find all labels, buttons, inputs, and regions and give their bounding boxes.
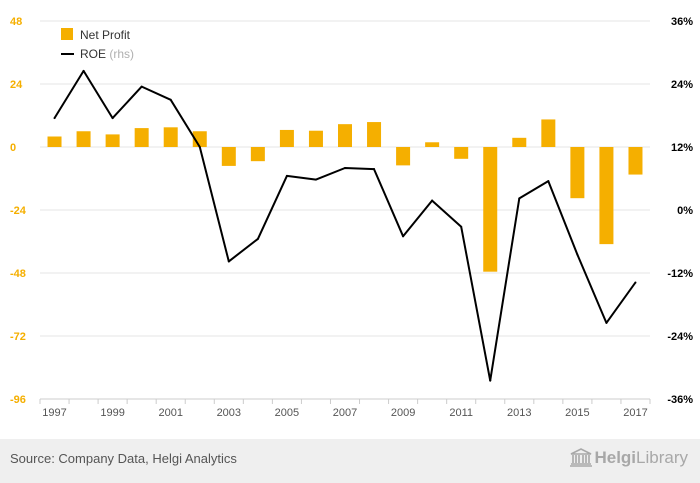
roe-point-2009 [402,235,405,238]
bar-2000 [134,128,149,147]
bar-2014 [541,119,556,147]
roe-point-2011 [460,225,463,228]
x-axis-label: 2005 [275,407,299,419]
right-axis-label: -24% [667,331,693,343]
bar-2010 [425,142,440,147]
source-note: Source: Company Data, Helgi Analytics [10,451,237,466]
roe-point-2013 [518,197,521,200]
roe-point-2002 [198,146,201,148]
roe-line [53,69,637,382]
bar-2009 [396,147,411,166]
left-axis-label: -48 [10,268,26,280]
bar-2004 [250,147,265,162]
x-axis-labels: 1997 1999 2001 2003 2005 2007 2009 2011 2013 2015… [42,407,647,419]
roe-point-2000 [140,85,143,88]
x-axis-label: 1997 [42,407,66,419]
left-axis: 48 24 0 -24 -48 -72 -96 [10,16,27,406]
footer: Source: Company Data, Helgi Analytics He… [0,439,700,483]
legend-label-roe-name: ROE [80,47,109,61]
bar-2015 [570,147,585,199]
roe-point-2001 [169,98,172,101]
gridlines [40,20,650,400]
bar-2016 [599,147,614,245]
roe-point-2004 [256,237,259,240]
x-axis-label: 2001 [158,407,182,419]
bar-1999 [105,134,120,147]
bar-2017 [628,147,643,175]
x-axis-label: 2007 [333,407,357,419]
helgi-library-logo: HelgiLibrary [568,448,688,468]
legend-label-net-profit: Net Profit [80,28,131,42]
right-axis-label: -12% [667,268,693,280]
legend-label-roe-suffix: (rhs) [109,47,134,61]
roe-point-2012 [489,379,492,382]
roe-point-2017 [634,281,637,284]
left-axis-label: -24 [10,205,27,217]
left-axis-label: -96 [10,394,26,406]
line-series [53,69,637,382]
legend-label-roe: ROE (rhs) [80,47,134,61]
roe-point-1997 [53,117,56,120]
bar-2008 [367,122,382,147]
x-axis [39,398,651,404]
bar-2001 [163,127,178,147]
roe-point-1998 [82,69,85,72]
right-axis-label: -36% [667,394,693,406]
x-axis-label: 1999 [100,407,124,419]
library-building-icon [570,448,593,467]
x-axis-label: 2009 [391,407,415,419]
chart: 48 24 0 -24 -48 -72 -96 36% 24% 12% 0% -12% -24% -36… [10,16,693,419]
legend-swatch-net-profit [61,28,73,40]
x-axis-label: 2017 [623,407,647,419]
right-axis-label: 0% [677,205,693,217]
bar-2011 [454,147,469,159]
roe-point-2010 [431,199,434,202]
bar-2003 [221,147,236,166]
roe-point-2006 [314,178,317,181]
bar-2007 [338,124,352,147]
x-axis-label: 2013 [507,407,531,419]
left-axis-label: 48 [10,16,22,28]
x-axis-label: 2011 [449,407,473,419]
left-axis-label: -72 [10,331,26,343]
bar-2013 [512,137,527,147]
right-axis: 36% 24% 12% 0% -12% -24% -36% [667,16,693,406]
roe-point-2008 [373,168,376,171]
legend: Net Profit ROE (rhs) [61,28,134,61]
roe-point-2003 [227,260,230,263]
roe-point-2005 [285,174,288,177]
x-axis-label: 2003 [217,407,241,419]
roe-point-2016 [605,321,608,324]
left-axis-label: 0 [10,142,16,154]
bar-1998 [76,131,91,147]
bar-2012 [483,147,498,272]
roe-point-2014 [547,180,550,183]
x-axis-label: 2015 [565,407,589,419]
roe-point-2007 [344,167,346,169]
right-axis-label: 24% [671,79,693,91]
bar-2006 [308,130,323,147]
right-axis-label: 12% [671,142,693,154]
right-axis-label: 36% [671,16,693,28]
bar-1997 [47,136,62,147]
roe-point-2015 [576,253,579,256]
left-axis-label: 24 [10,79,23,91]
bar-2005 [279,129,294,147]
roe-point-1999 [111,117,114,120]
bar-series [47,119,643,272]
